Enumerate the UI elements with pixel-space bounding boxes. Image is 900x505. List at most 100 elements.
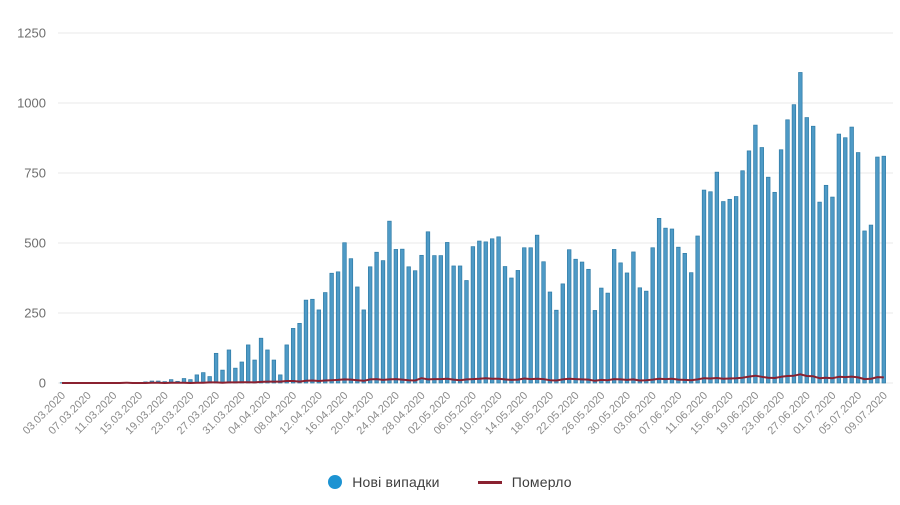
- bar: [605, 292, 610, 384]
- new-cases-legend-label: Нові випадки: [352, 474, 440, 490]
- bar: [766, 176, 771, 384]
- bar: [547, 291, 553, 384]
- bar: [470, 246, 476, 384]
- bar: [310, 298, 315, 384]
- bar: [708, 191, 713, 384]
- bar: [701, 189, 707, 384]
- bar: [265, 349, 270, 384]
- bar: [290, 328, 296, 384]
- bar: [252, 359, 257, 384]
- bar: [772, 191, 777, 384]
- bar: [361, 309, 366, 384]
- bar: [682, 253, 687, 384]
- bar: [496, 236, 501, 384]
- bar: [342, 242, 347, 384]
- bar: [406, 266, 411, 384]
- y-tick-label: 250: [24, 306, 46, 321]
- bar: [271, 359, 277, 384]
- bar: [669, 228, 675, 384]
- bar: [400, 248, 405, 384]
- y-tick-label: 1000: [17, 96, 46, 111]
- bar: [335, 271, 341, 384]
- bar: [477, 240, 482, 384]
- bar: [689, 272, 694, 384]
- bar: [579, 261, 585, 384]
- bar: [817, 201, 822, 384]
- bar: [515, 270, 520, 384]
- bar: [368, 266, 373, 384]
- bar: [573, 258, 578, 384]
- new-cases-bars: [59, 72, 886, 384]
- bar: [464, 280, 469, 384]
- bar: [753, 124, 758, 384]
- bar: [438, 255, 443, 384]
- y-tick-label: 500: [24, 236, 46, 251]
- bar: [676, 246, 681, 384]
- bar: [740, 170, 745, 384]
- bar: [631, 251, 636, 384]
- bar: [830, 196, 835, 384]
- bar: [348, 258, 354, 384]
- legend-item-deaths[interactable]: Померло: [477, 474, 572, 490]
- bar: [303, 299, 309, 384]
- bar: [855, 152, 861, 384]
- bar: [220, 369, 225, 384]
- bar: [644, 290, 649, 384]
- bar: [387, 220, 392, 384]
- bar: [246, 344, 251, 384]
- chart-legend: Нові випадки Померло: [0, 462, 900, 502]
- bar: [554, 309, 559, 384]
- bar: [881, 155, 886, 384]
- bar: [759, 147, 764, 384]
- bar: [509, 277, 514, 384]
- legend-item-new-cases[interactable]: Нові випадки: [328, 474, 439, 490]
- bar: [611, 249, 617, 384]
- bar: [798, 72, 803, 384]
- bar: [419, 254, 424, 384]
- deaths-swatch-icon: [477, 480, 502, 484]
- bar: [522, 247, 527, 384]
- cases-deaths-chart: 0 250 500 750 1000 1250 03.03.202007.03.20201…: [17, 26, 893, 437]
- bar: [445, 242, 450, 384]
- bar: [843, 137, 848, 384]
- bar: [656, 218, 662, 384]
- bar: [721, 201, 726, 384]
- bar: [586, 268, 591, 384]
- bar: [804, 117, 809, 384]
- bar: [457, 265, 463, 384]
- bar: [733, 196, 739, 384]
- bar: [201, 372, 206, 384]
- bar: [502, 266, 508, 384]
- bar: [380, 260, 386, 384]
- bar: [374, 251, 379, 384]
- bar: [875, 156, 880, 384]
- bar: [599, 287, 604, 384]
- bar: [624, 272, 630, 384]
- bar: [226, 349, 232, 384]
- bar: [284, 344, 289, 384]
- bar: [823, 184, 829, 384]
- bar: [849, 126, 854, 384]
- bar: [355, 286, 360, 384]
- bar: [778, 149, 784, 384]
- bar: [618, 262, 623, 384]
- bar: [239, 361, 244, 384]
- y-tick-label: 1250: [17, 26, 46, 41]
- bar: [836, 133, 842, 384]
- bar: [258, 337, 264, 384]
- bar: [650, 247, 655, 384]
- bar: [791, 104, 797, 384]
- y-tick-label: 0: [39, 376, 46, 391]
- bar: [451, 265, 456, 384]
- bar: [714, 171, 720, 384]
- bar: [323, 292, 328, 384]
- y-tick-label: 750: [24, 166, 46, 181]
- bar: [213, 352, 219, 384]
- bar: [329, 272, 334, 384]
- y-axis-tick-labels: 0 250 500 750 1000 1250: [17, 26, 46, 391]
- bar: [560, 283, 565, 384]
- x-axis-tick-labels: 03.03.202007.03.202011.03.202015.03.2020…: [21, 390, 890, 437]
- bar: [425, 231, 431, 384]
- bar: [233, 367, 238, 384]
- bar: [541, 261, 546, 384]
